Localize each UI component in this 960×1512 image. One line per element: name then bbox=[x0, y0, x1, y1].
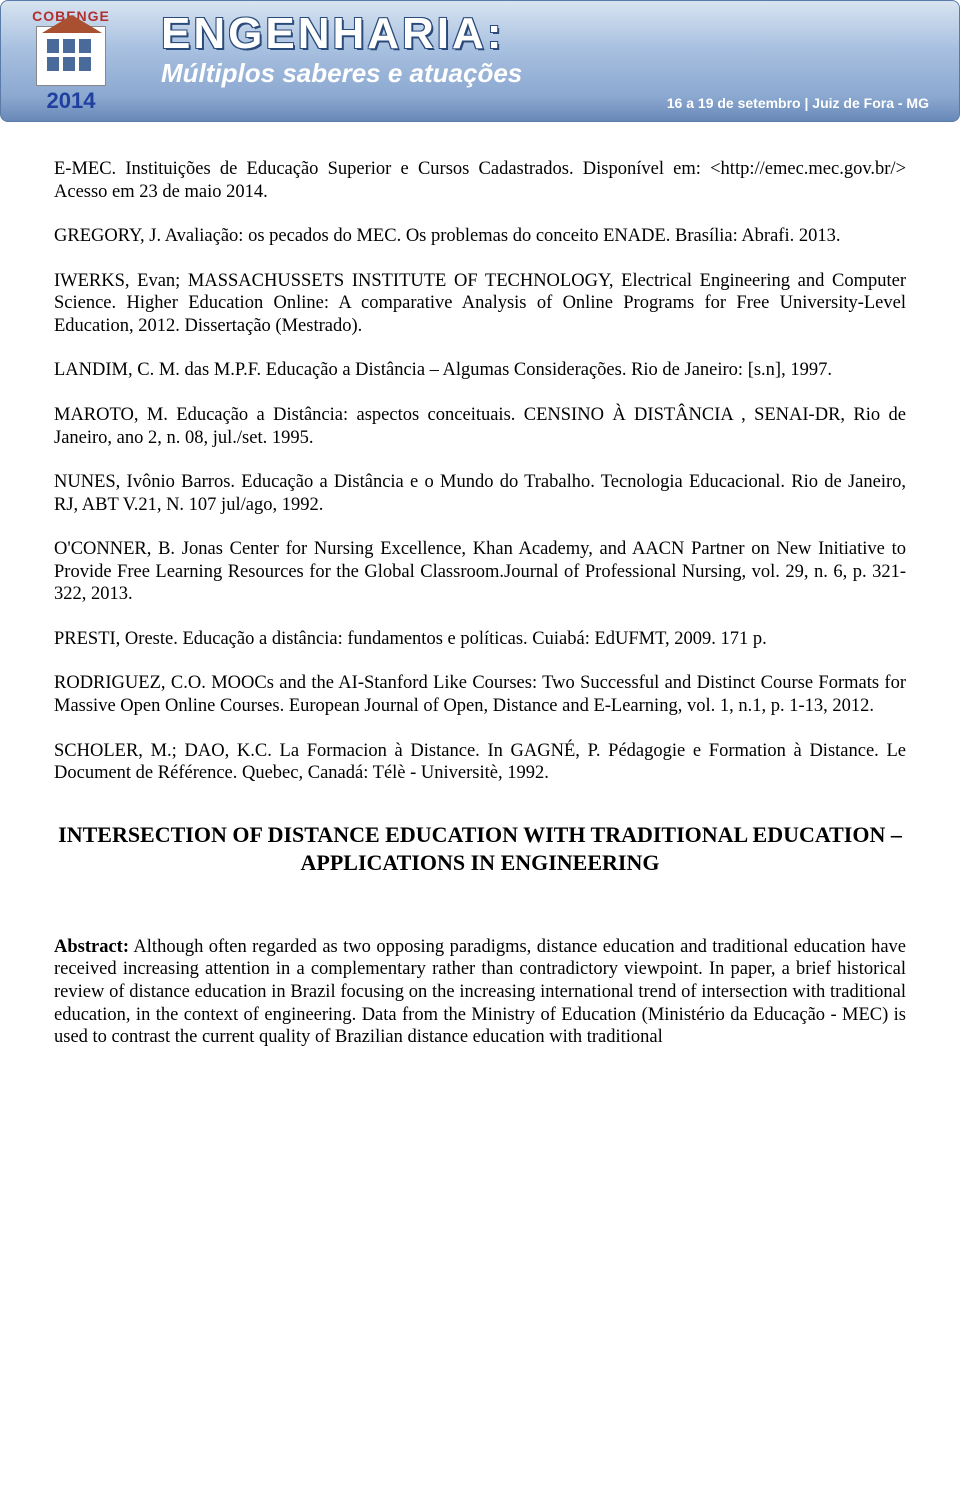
reference-item: GREGORY, J. Avaliação: os pecados do MEC… bbox=[54, 225, 906, 248]
banner-subtitle: Múltiplos saberes e atuações bbox=[161, 58, 959, 89]
page-content: E-MEC. Instituições de Educação Superior… bbox=[0, 122, 960, 1069]
reference-item: NUNES, Ivônio Barros. Educação a Distânc… bbox=[54, 471, 906, 516]
abstract-paragraph: Abstract: Although often regarded as two… bbox=[54, 936, 906, 1049]
abstract-label: Abstract: bbox=[54, 937, 129, 957]
conference-logo: COBENGE 2014 bbox=[1, 1, 141, 121]
banner-title: ENGENHARIA: bbox=[161, 12, 959, 56]
conference-banner: COBENGE 2014 ENGENHARIA: Múltiplos saber… bbox=[0, 0, 960, 122]
reference-item: SCHOLER, M.; DAO, K.C. La Formacion à Di… bbox=[54, 740, 906, 785]
reference-item: E-MEC. Instituições de Educação Superior… bbox=[54, 158, 906, 203]
reference-item: MAROTO, M. Educação a Distância: aspecto… bbox=[54, 404, 906, 449]
reference-item: LANDIM, C. M. das M.P.F. Educação a Dist… bbox=[54, 359, 906, 382]
logo-year: 2014 bbox=[47, 88, 96, 114]
reference-item: O'CONNER, B. Jonas Center for Nursing Ex… bbox=[54, 538, 906, 606]
logo-building-icon bbox=[36, 26, 106, 86]
reference-item: PRESTI, Oreste. Educação a distância: fu… bbox=[54, 628, 906, 651]
section-title: INTERSECTION OF DISTANCE EDUCATION WITH … bbox=[54, 821, 906, 878]
abstract-text: Although often regarded as two opposing … bbox=[54, 937, 906, 1047]
banner-text-block: ENGENHARIA: Múltiplos saberes e atuações… bbox=[141, 1, 959, 121]
reference-item: IWERKS, Evan; MASSACHUSSETS INSTITUTE OF… bbox=[54, 270, 906, 338]
banner-date-location: 16 a 19 de setembro | Juiz de Fora - MG bbox=[161, 95, 959, 111]
reference-item: RODRIGUEZ, C.O. MOOCs and the AI-Stanfor… bbox=[54, 672, 906, 717]
